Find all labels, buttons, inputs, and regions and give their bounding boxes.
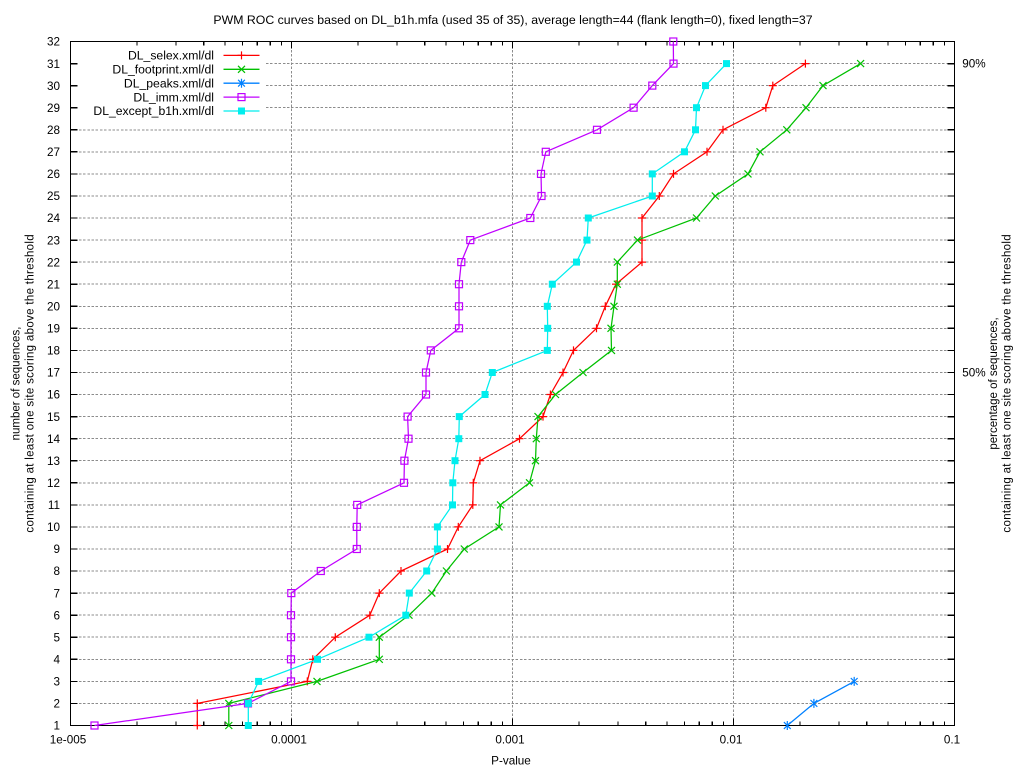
svg-text:7: 7	[53, 587, 60, 600]
svg-text:number of sequences,: number of sequences,	[10, 327, 22, 441]
svg-text:DL_peaks.xml/dl: DL_peaks.xml/dl	[124, 76, 214, 90]
svg-text:5: 5	[53, 631, 60, 644]
svg-text:0.1: 0.1	[944, 733, 960, 746]
svg-text:containing at least one site s: containing at least one site scoring abo…	[1002, 234, 1014, 533]
svg-text:DL_footprint.xml/dl: DL_footprint.xml/dl	[112, 63, 214, 77]
svg-text:percentage of sequences,: percentage of sequences,	[988, 317, 1000, 449]
svg-text:17: 17	[47, 367, 60, 380]
svg-text:32: 32	[47, 36, 60, 49]
svg-text:6: 6	[53, 609, 60, 622]
svg-text:containing at least one site s: containing at least one site scoring abo…	[25, 234, 37, 533]
svg-text:19: 19	[47, 323, 60, 336]
svg-text:90%: 90%	[962, 58, 985, 71]
svg-text:0.001: 0.001	[495, 733, 524, 746]
svg-text:20: 20	[47, 301, 61, 314]
svg-text:DL_except_b1h.xml/dl: DL_except_b1h.xml/dl	[93, 104, 214, 118]
svg-text:15: 15	[47, 411, 61, 424]
svg-text:50%: 50%	[962, 367, 985, 380]
svg-text:14: 14	[47, 433, 61, 446]
svg-text:0.0001: 0.0001	[271, 733, 307, 746]
svg-text:1e-005: 1e-005	[50, 733, 87, 746]
svg-text:DL_selex.xml/dl: DL_selex.xml/dl	[128, 49, 214, 63]
svg-text:9: 9	[53, 543, 60, 556]
svg-text:31: 31	[47, 58, 60, 71]
svg-text:11: 11	[48, 499, 60, 512]
svg-text:8: 8	[53, 565, 60, 578]
svg-text:26: 26	[47, 168, 60, 181]
svg-text:23: 23	[47, 234, 60, 247]
svg-text:3: 3	[53, 676, 60, 689]
svg-text:0.01: 0.01	[720, 733, 743, 746]
svg-text:25: 25	[47, 190, 61, 203]
svg-text:21: 21	[47, 278, 60, 291]
svg-text:30: 30	[47, 80, 61, 93]
svg-text:16: 16	[47, 389, 60, 402]
svg-text:DL_imm.xml/dl: DL_imm.xml/dl	[133, 90, 214, 104]
svg-text:PWM ROC curves based on DL_b1h: PWM ROC curves based on DL_b1h.mfa (used…	[213, 13, 812, 27]
svg-text:4: 4	[53, 654, 60, 667]
svg-text:18: 18	[47, 345, 60, 358]
svg-text:2: 2	[53, 698, 60, 711]
svg-text:13: 13	[47, 455, 60, 468]
svg-text:28: 28	[47, 124, 60, 137]
svg-text:10: 10	[47, 521, 61, 534]
svg-text:12: 12	[47, 477, 60, 490]
svg-text:27: 27	[47, 146, 60, 159]
svg-text:29: 29	[47, 102, 60, 115]
svg-text:P-value: P-value	[491, 755, 531, 768]
svg-text:24: 24	[47, 212, 61, 225]
svg-text:1: 1	[53, 720, 60, 733]
svg-text:22: 22	[47, 256, 60, 269]
